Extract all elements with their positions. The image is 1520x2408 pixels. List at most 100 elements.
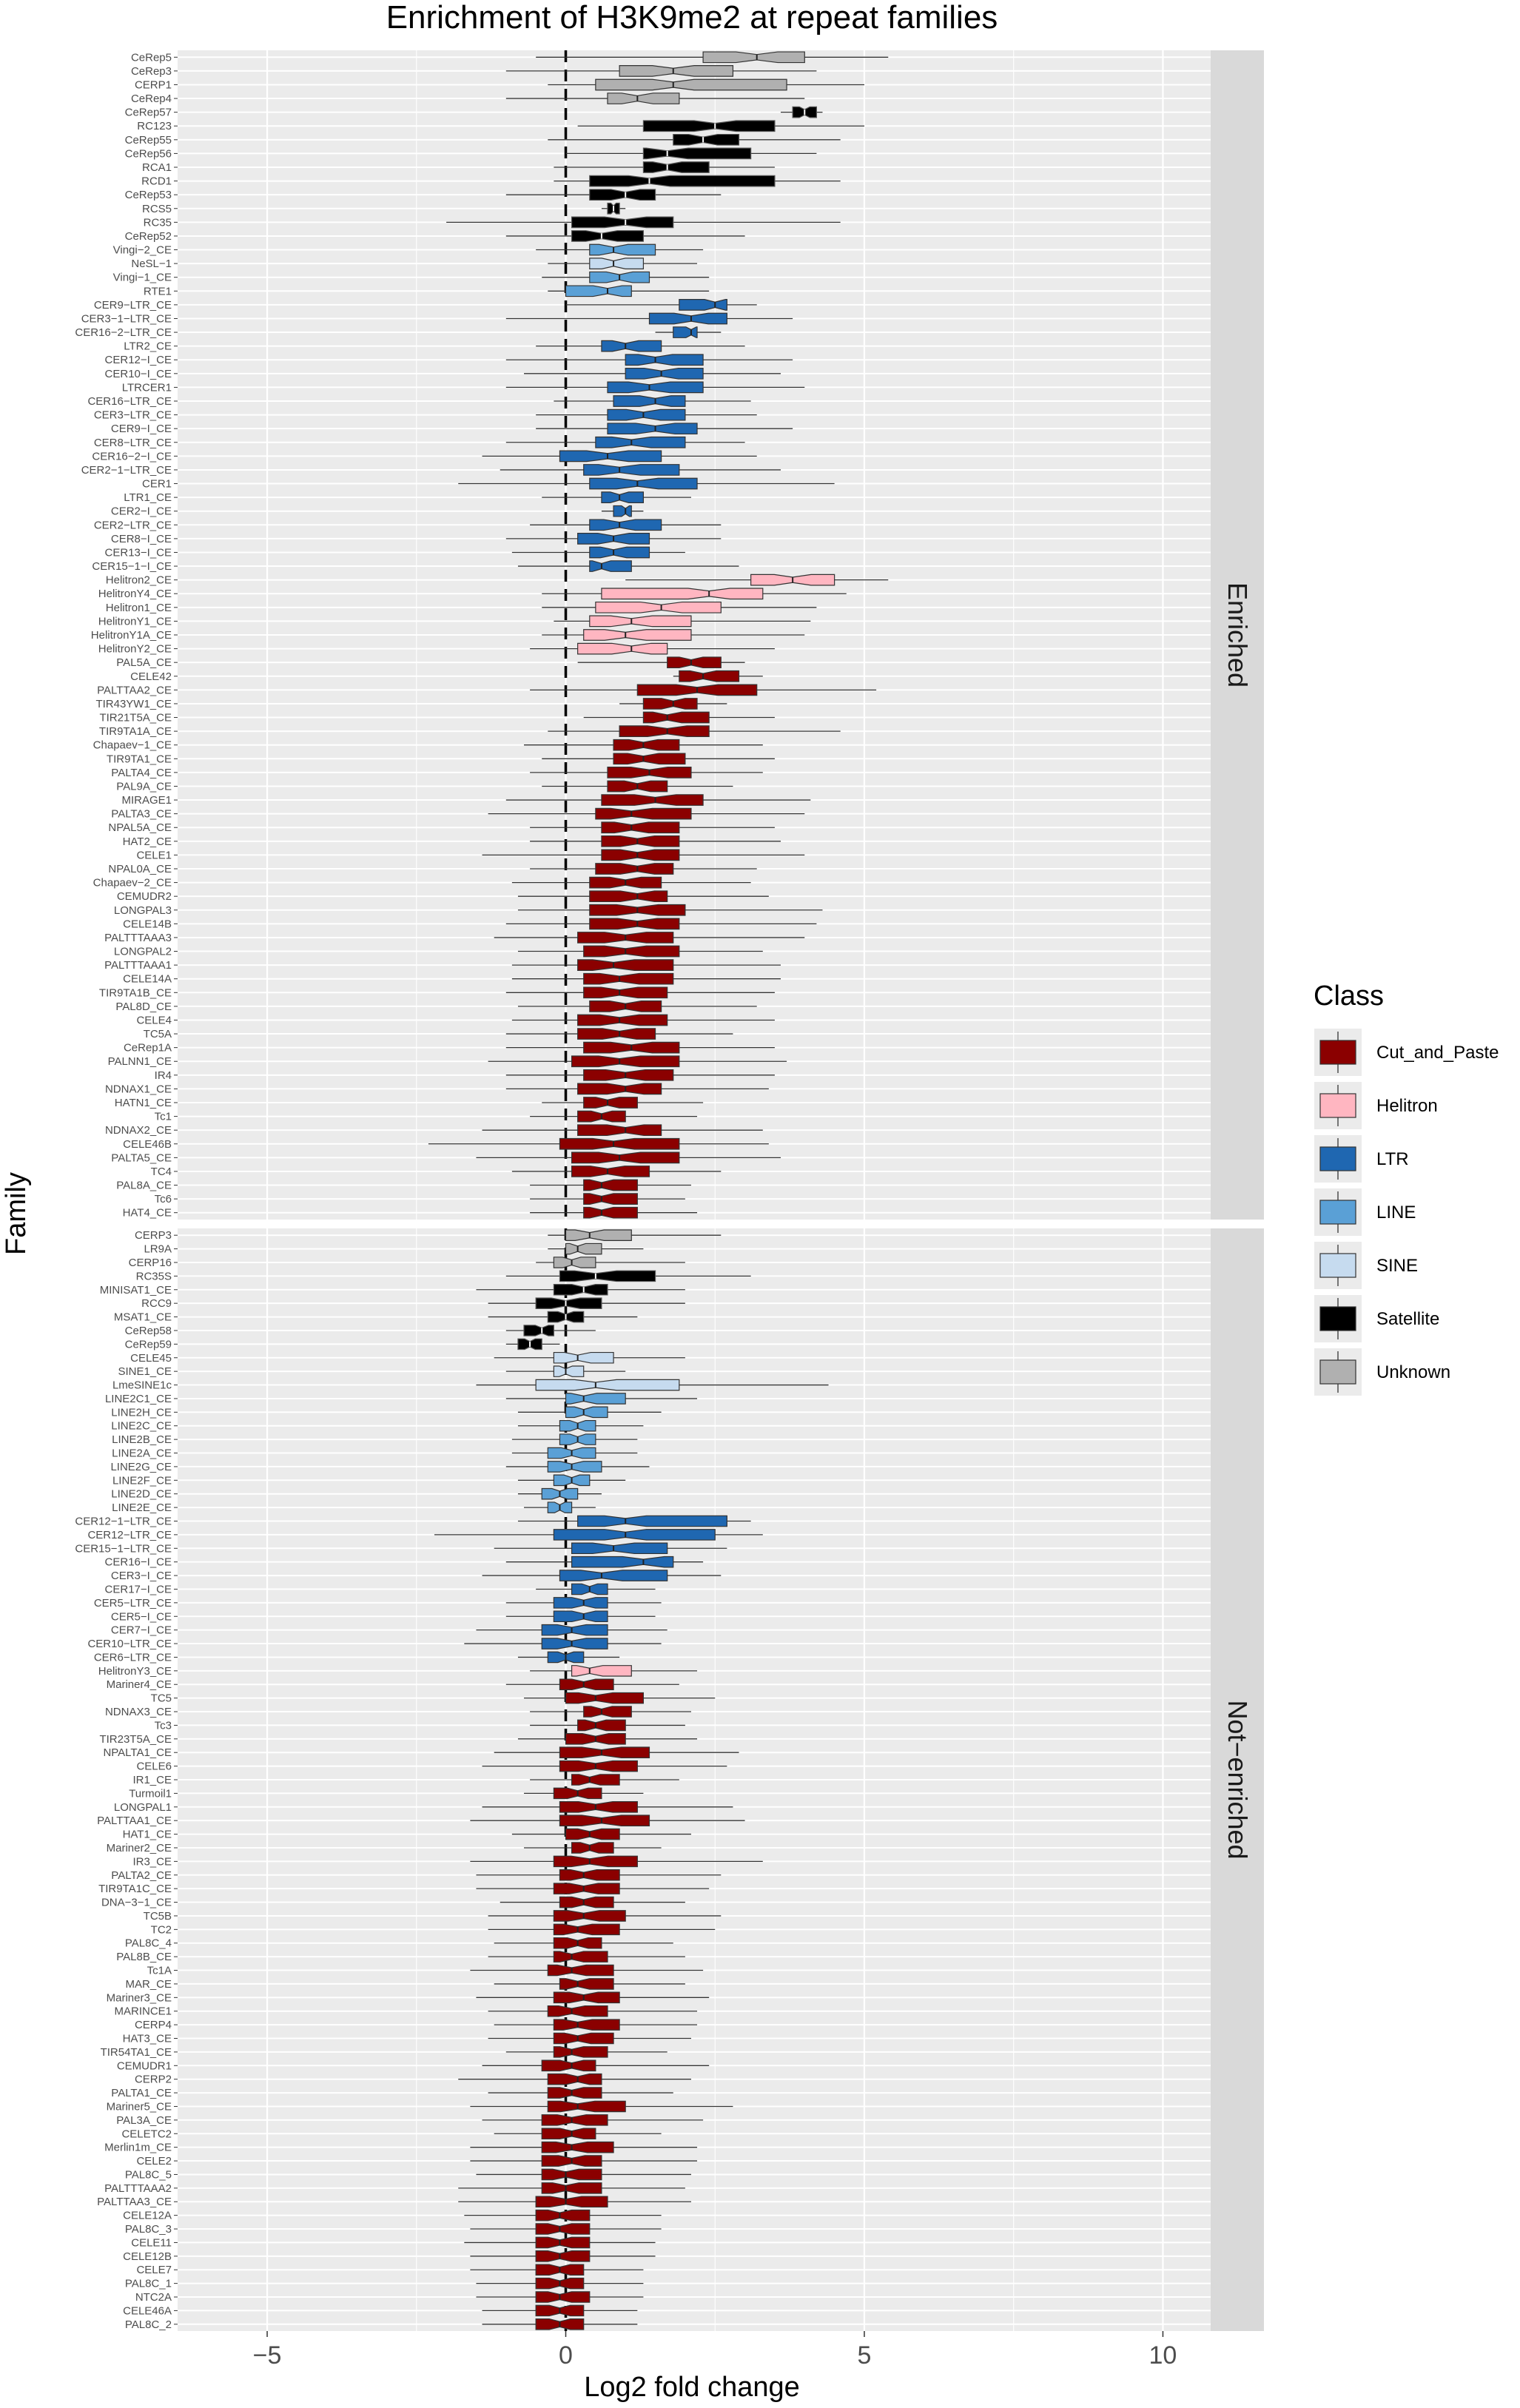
y-tick-label: CER2−1−LTR_CE (81, 464, 172, 477)
y-tick-label: RCC9 (141, 1297, 172, 1310)
y-tick-label: TIR21T5A_CE (99, 712, 172, 724)
y-tick-label: PALNN1_CE (108, 1055, 172, 1068)
y-tick-label: LR9A (144, 1243, 172, 1256)
y-tick-label: CELE14A (123, 973, 172, 986)
box-cut_and_paste (559, 1896, 614, 1908)
y-tick-label: MAR_CE (125, 1978, 172, 1991)
y-tick-label: TIR9TA1C_CE (98, 1883, 172, 1895)
box-cut_and_paste (547, 1964, 614, 1977)
box-cut_and_paste (541, 2128, 596, 2140)
y-tick-label: CER2−LTR_CE (94, 519, 172, 531)
x-tick-label: 0 (559, 2341, 573, 2370)
legend-item: LINE (1314, 1188, 1416, 1236)
box-satellite (559, 1270, 656, 1282)
y-tick-label: Mariner2_CE (107, 1842, 172, 1854)
box-satellite (571, 216, 674, 229)
legend-label: Unknown (1376, 1362, 1450, 1382)
box-line (589, 243, 656, 256)
box-helitron (601, 588, 764, 600)
box-sine (553, 1365, 585, 1377)
y-tick-label: CER6−LTR_CE (94, 1651, 172, 1664)
y-tick-label: PAL8C_2 (125, 2318, 172, 2331)
y-tick-label: CeRep59 (125, 1338, 172, 1351)
box-cut_and_paste (547, 2073, 602, 2085)
x-axis: −5 0 5 10 (253, 2331, 1177, 2370)
y-tick-label: TIR9TA1_CE (107, 753, 172, 765)
y-tick-label: CER16−2−I_CE (92, 450, 172, 463)
box-cut_and_paste (601, 849, 680, 861)
y-tick-label: RC35S (136, 1270, 172, 1282)
box-satellite (589, 175, 776, 187)
y-tick-label: TIR23T5A_CE (99, 1733, 172, 1746)
box-ltr (583, 464, 680, 476)
legend: Class Cut_and_Paste Helitron LTR LINE SINE Sat… (1314, 981, 1499, 1396)
y-tick-label: LTR1_CE (124, 491, 172, 504)
box-cut_and_paste (565, 1692, 645, 1704)
box-ltr (559, 1570, 668, 1581)
y-tick-label: RCA1 (142, 161, 172, 174)
box-cut_and_paste (642, 698, 698, 710)
y-tick-label: NeSL−1 (131, 258, 172, 270)
y-tick-label: PAL8A_CE (116, 1180, 172, 1192)
box-ltr (679, 299, 727, 311)
box-ltr (571, 1556, 674, 1568)
y-tick-label: TC2 (151, 1923, 172, 1936)
y-tick-label: HelitronY1_CE (98, 615, 172, 628)
legend-title: Class (1314, 981, 1384, 1012)
box-cut_and_paste (679, 670, 740, 682)
y-tick-label: RCS5 (142, 203, 172, 215)
y-tick-label: CER3−I_CE (111, 1570, 172, 1582)
box-cut_and_paste (583, 1097, 638, 1109)
box-cut_and_paste (553, 1883, 620, 1894)
y-tick-label: PAL5A_CE (116, 656, 172, 669)
y-tick-label: CER16−I_CE (105, 1556, 172, 1569)
box-ltr (577, 1515, 727, 1527)
y-tick-label: NDNAX3_CE (105, 1706, 172, 1718)
legend-swatch (1319, 1093, 1356, 1118)
legend-item: Satellite (1314, 1295, 1439, 1342)
y-tick-label: CeRep4 (131, 93, 172, 105)
y-tick-label: PAL3A_CE (116, 2114, 172, 2127)
y-tick-label: CEMUDR1 (117, 2059, 172, 2072)
y-tick-label: DNA−3−1_CE (101, 1897, 172, 1909)
box-cut_and_paste (595, 807, 692, 820)
y-tick-label: HelitronY2_CE (98, 643, 172, 656)
box-satellite (553, 1284, 608, 1296)
y-tick-label: CeRep53 (125, 189, 172, 201)
box-ltr (541, 1624, 608, 1636)
y-tick-label: HAT3_CE (123, 2033, 172, 2045)
y-tick-label: Tc6 (155, 1193, 172, 1205)
box-cut_and_paste (571, 1842, 614, 1854)
y-tick-label: HelitronY1A_CE (91, 629, 172, 642)
y-tick-label: HAT2_CE (123, 835, 172, 848)
box-cut_and_paste (535, 2223, 591, 2235)
box-sine (535, 1379, 680, 1391)
legend-label: Satellite (1376, 1309, 1439, 1329)
legend-label: Helitron (1376, 1096, 1438, 1116)
y-tick-label: RTE1 (144, 285, 172, 297)
y-tick-label: RC123 (137, 120, 172, 132)
y-tick-label: LONGPAL3 (114, 904, 172, 917)
box-cut_and_paste (535, 2236, 591, 2249)
y-tick-label: LINE2C1_CE (105, 1393, 172, 1405)
y-tick-label: CELE42 (130, 670, 172, 683)
box-cut_and_paste (547, 2100, 626, 2113)
facet-strip-label: Enriched (1223, 582, 1253, 687)
y-tick-label: CELE11 (131, 2236, 172, 2249)
y-tick-label: HelitronY3_CE (98, 1665, 172, 1678)
box-unknown (702, 51, 805, 64)
box-ltr (553, 1529, 716, 1541)
y-tick-label: TIR43YW1_CE (95, 698, 172, 710)
y-tick-label: TC5B (144, 1910, 172, 1923)
box-cut_and_paste (565, 1828, 620, 1840)
box-cut_and_paste (577, 1124, 662, 1137)
y-tick-label: Chapaev−2_CE (93, 877, 172, 889)
y-tick-label: RC35 (144, 216, 172, 229)
box-cut_and_paste (619, 725, 710, 737)
y-tick-label: IR3_CE (132, 1855, 172, 1868)
box-cut_and_paste (571, 1151, 680, 1164)
box-cut_and_paste (553, 2046, 608, 2058)
y-tick-label: CELE1 (136, 849, 172, 861)
